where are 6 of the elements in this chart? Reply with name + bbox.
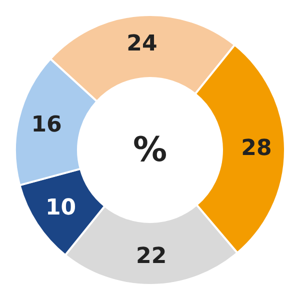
data-label: 28 (241, 136, 272, 162)
text: % (132, 130, 168, 170)
data-label: 16 (31, 112, 62, 138)
data-label: 10 (45, 196, 76, 221)
data-label: 22 (136, 244, 167, 269)
data-label: 24 (126, 31, 158, 56)
